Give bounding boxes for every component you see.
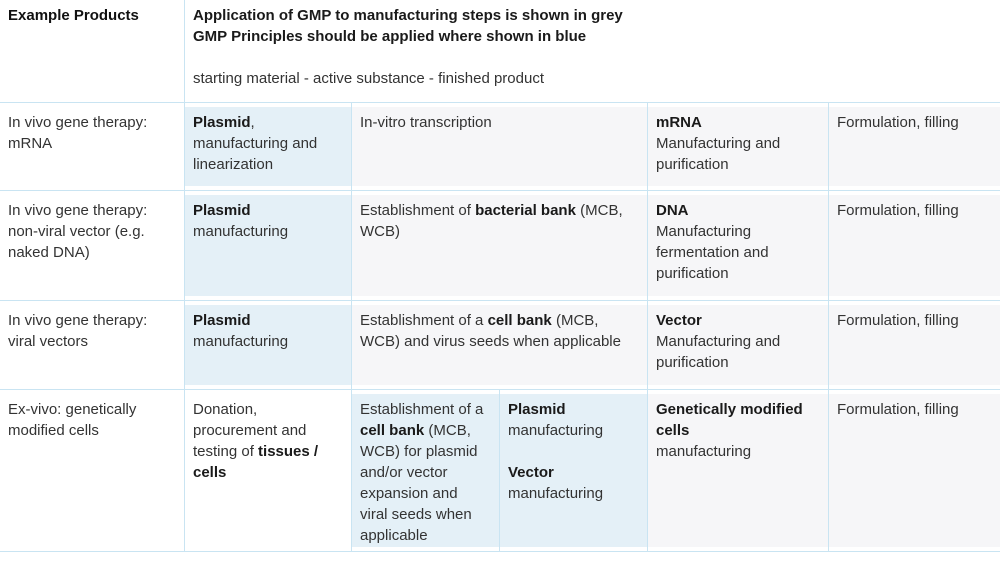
cell-vector-manufacturing: Vector Manufacturing and purification bbox=[648, 301, 829, 390]
table-header-row: Example Products Application of GMP to m… bbox=[0, 0, 1000, 103]
cell-plasmid-manufacturing-r3: Plasmid manufacturing bbox=[185, 301, 352, 390]
dna-manufacturing-text: DNA Manufacturing fermentation and purifi… bbox=[648, 195, 828, 296]
donation-procurement-text: Donation, procurement and testing of tis… bbox=[185, 394, 351, 547]
table-row-mrna: In vivo gene therapy: mRNA Plasmid, manu… bbox=[0, 103, 1000, 191]
cell-bacterial-bank: Establishment of bacterial bank (MCB, WC… bbox=[352, 191, 648, 301]
plasmid-manufacturing-text-r3: Plasmid manufacturing bbox=[185, 305, 351, 385]
gm-cells-manufacturing-text: Genetically modified cells manufacturing bbox=[648, 394, 828, 547]
plasmid-linearization-text: Plasmid, manufacturing and linearization bbox=[185, 107, 351, 186]
cell-product-exvivo: Ex-vivo: genetically modified cells bbox=[0, 390, 185, 552]
cell-legend: Application of GMP to manufacturing step… bbox=[185, 0, 1000, 103]
table-row-exvivo-cells: Ex-vivo: genetically modified cells Dona… bbox=[0, 390, 1000, 552]
cell-mrna-manufacturing: mRNA Manufacturing and purification bbox=[648, 103, 829, 191]
table-row-nonviral-vector: In vivo gene therapy: non-viral vector (… bbox=[0, 191, 1000, 301]
formulation-filling-text-r3: Formulation, filling bbox=[829, 305, 1000, 385]
cell-cell-bank-expansion: Establishment of a cell bank (MCB, WCB) … bbox=[352, 390, 500, 552]
mrna-manufacturing-text: mRNA Manufacturing and purification bbox=[648, 107, 828, 186]
vector-manufacturing-text: Vector Manufacturing and purification bbox=[648, 305, 828, 385]
cell-bank-virus-seeds-text: Establishment of a cell bank (MCB, WCB) … bbox=[352, 305, 647, 385]
product-viral-text: In vivo gene therapy: viral vectors bbox=[0, 305, 184, 385]
product-exvivo-text: Ex-vivo: genetically modified cells bbox=[0, 394, 184, 547]
formulation-filling-text-r1: Formulation, filling bbox=[829, 107, 1000, 186]
cell-formulation-filling-r3: Formulation, filling bbox=[829, 301, 1000, 390]
cell-invitro-transcription: In-vitro transcription bbox=[352, 103, 648, 191]
cell-plasmid-vector-manufacturing: Plasmid manufacturing Vector manufacturing bbox=[500, 390, 648, 552]
cell-plasmid-manufacturing-r2: Plasmid manufacturing bbox=[185, 191, 352, 301]
cell-cell-bank-virus-seeds: Establishment of a cell bank (MCB, WCB) … bbox=[352, 301, 648, 390]
formulation-filling-text-r4: Formulation, filling bbox=[829, 394, 1000, 547]
cell-plasmid-linearization: Plasmid, manufacturing and linearization bbox=[185, 103, 352, 191]
legend-text: Application of GMP to manufacturing step… bbox=[185, 0, 1000, 98]
table-row-viral-vectors: In vivo gene therapy: viral vectors Plas… bbox=[0, 301, 1000, 390]
cell-bank-expansion-text: Establishment of a cell bank (MCB, WCB) … bbox=[352, 394, 499, 547]
formulation-filling-text-r2: Formulation, filling bbox=[829, 195, 1000, 296]
cell-example-products: Example Products bbox=[0, 0, 185, 103]
cell-formulation-filling-r1: Formulation, filling bbox=[829, 103, 1000, 191]
bacterial-bank-text: Establishment of bacterial bank (MCB, WC… bbox=[352, 195, 647, 296]
cell-product-mrna: In vivo gene therapy: mRNA bbox=[0, 103, 185, 191]
cell-gm-cells-manufacturing: Genetically modified cells manufacturing bbox=[648, 390, 829, 552]
plasmid-vector-manufacturing-text: Plasmid manufacturing Vector manufacturing bbox=[500, 394, 647, 547]
cell-donation-procurement: Donation, procurement and testing of tis… bbox=[185, 390, 352, 552]
cell-formulation-filling-r2: Formulation, filling bbox=[829, 191, 1000, 301]
example-products-label: Example Products bbox=[0, 0, 184, 98]
cell-product-nonviral: In vivo gene therapy: non-viral vector (… bbox=[0, 191, 185, 301]
product-nonviral-text: In vivo gene therapy: non-viral vector (… bbox=[0, 195, 184, 296]
cell-formulation-filling-r4: Formulation, filling bbox=[829, 390, 1000, 552]
invitro-transcription-text: In-vitro transcription bbox=[352, 107, 647, 186]
cell-dna-manufacturing: DNA Manufacturing fermentation and purifi… bbox=[648, 191, 829, 301]
cell-product-viral: In vivo gene therapy: viral vectors bbox=[0, 301, 185, 390]
product-mrna-text: In vivo gene therapy: mRNA bbox=[0, 107, 184, 186]
plasmid-manufacturing-text-r2: Plasmid manufacturing bbox=[185, 195, 351, 296]
